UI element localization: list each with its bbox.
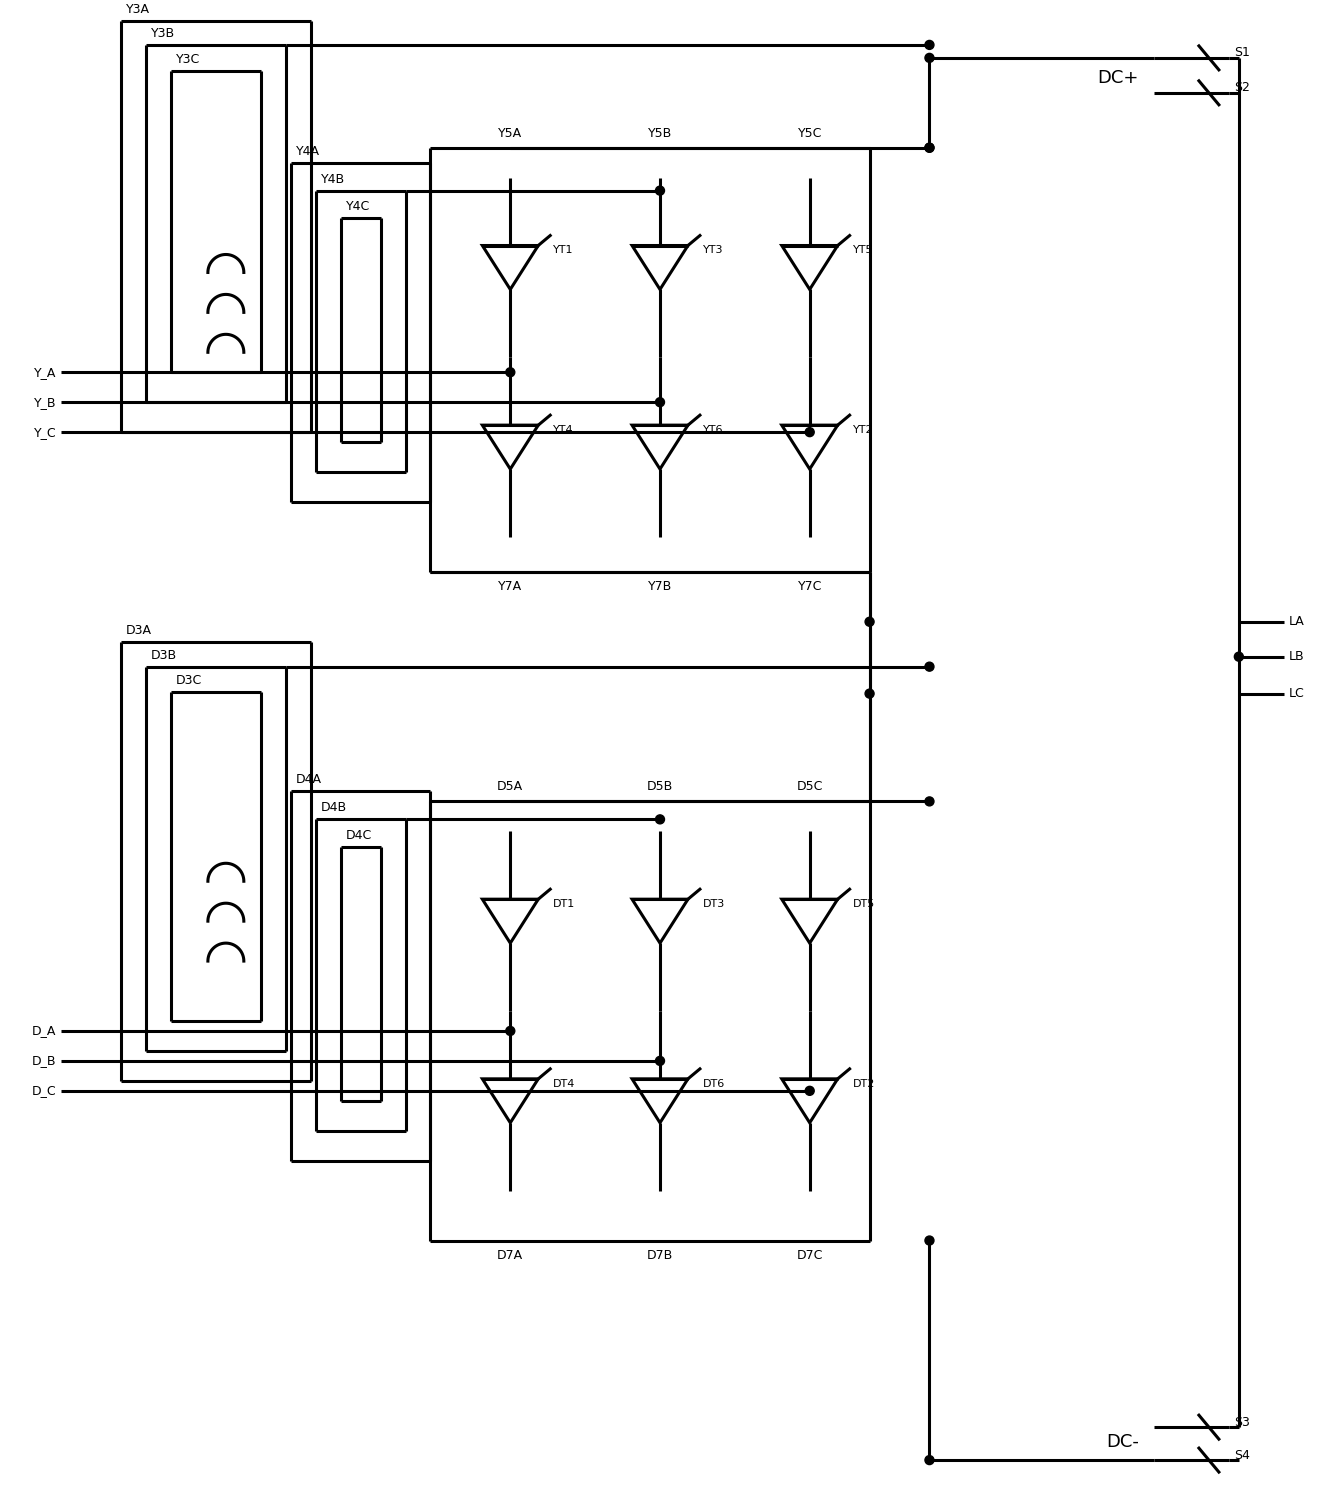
Circle shape <box>506 1026 515 1035</box>
Circle shape <box>925 1456 934 1465</box>
Text: D3B: D3B <box>151 648 176 662</box>
Circle shape <box>656 815 665 824</box>
Text: D7C: D7C <box>797 1248 823 1262</box>
Text: D_C: D_C <box>32 1084 57 1098</box>
Text: Y7B: Y7B <box>648 581 672 593</box>
Text: Y3C: Y3C <box>176 53 200 66</box>
Text: S2: S2 <box>1234 81 1250 95</box>
Text: YT1: YT1 <box>553 245 574 256</box>
Circle shape <box>925 53 934 62</box>
Text: LC: LC <box>1289 687 1305 701</box>
Circle shape <box>805 427 814 436</box>
Text: Y_A: Y_A <box>34 365 57 379</box>
Circle shape <box>656 397 665 406</box>
Text: YT3: YT3 <box>703 245 723 256</box>
Circle shape <box>865 617 874 626</box>
Text: D4C: D4C <box>345 829 371 842</box>
Circle shape <box>925 143 934 152</box>
Text: D5A: D5A <box>498 781 523 794</box>
Text: Y3A: Y3A <box>126 3 150 17</box>
Text: D7B: D7B <box>647 1248 673 1262</box>
Text: DT1: DT1 <box>553 899 576 910</box>
Circle shape <box>1234 653 1243 662</box>
Text: YT6: YT6 <box>703 426 723 435</box>
Circle shape <box>656 1056 665 1065</box>
Text: DC+: DC+ <box>1097 69 1139 87</box>
Circle shape <box>925 662 934 671</box>
Text: D5B: D5B <box>647 781 673 794</box>
Text: DT6: DT6 <box>703 1078 726 1089</box>
Text: Y3B: Y3B <box>151 27 175 41</box>
Text: Y_C: Y_C <box>33 426 57 439</box>
Text: DT4: DT4 <box>553 1078 576 1089</box>
Text: LB: LB <box>1289 650 1304 663</box>
Text: Y7A: Y7A <box>498 581 523 593</box>
Text: YT4: YT4 <box>553 426 574 435</box>
Text: D4B: D4B <box>320 802 346 814</box>
Text: DT5: DT5 <box>852 899 874 910</box>
Text: Y_B: Y_B <box>34 396 57 409</box>
Text: Y7C: Y7C <box>798 581 822 593</box>
Text: Y5A: Y5A <box>498 126 523 140</box>
Circle shape <box>925 797 934 806</box>
Text: Y5C: Y5C <box>798 126 822 140</box>
Text: Y4C: Y4C <box>345 200 370 212</box>
Text: DT2: DT2 <box>852 1078 874 1089</box>
Text: S3: S3 <box>1234 1415 1250 1429</box>
Circle shape <box>925 1236 934 1245</box>
Circle shape <box>925 143 934 152</box>
Circle shape <box>506 368 515 376</box>
Circle shape <box>656 186 665 196</box>
Text: S4: S4 <box>1234 1448 1250 1462</box>
Text: DT3: DT3 <box>703 899 726 910</box>
Text: D_A: D_A <box>32 1024 57 1038</box>
Text: DC-: DC- <box>1106 1433 1139 1451</box>
Text: YT5: YT5 <box>852 245 873 256</box>
Circle shape <box>925 41 934 50</box>
Text: Y5B: Y5B <box>648 126 672 140</box>
Text: S1: S1 <box>1234 47 1250 59</box>
Text: D_B: D_B <box>32 1054 57 1068</box>
Circle shape <box>865 689 874 698</box>
Text: D7A: D7A <box>498 1248 523 1262</box>
Text: D3C: D3C <box>176 674 203 687</box>
Text: YT2: YT2 <box>852 426 873 435</box>
Text: D3A: D3A <box>126 624 151 636</box>
Circle shape <box>805 1086 814 1095</box>
Text: LA: LA <box>1289 615 1305 629</box>
Text: Y4A: Y4A <box>296 144 320 158</box>
Text: D4A: D4A <box>296 773 321 787</box>
Text: Y4B: Y4B <box>320 173 345 185</box>
Text: D5C: D5C <box>797 781 823 794</box>
